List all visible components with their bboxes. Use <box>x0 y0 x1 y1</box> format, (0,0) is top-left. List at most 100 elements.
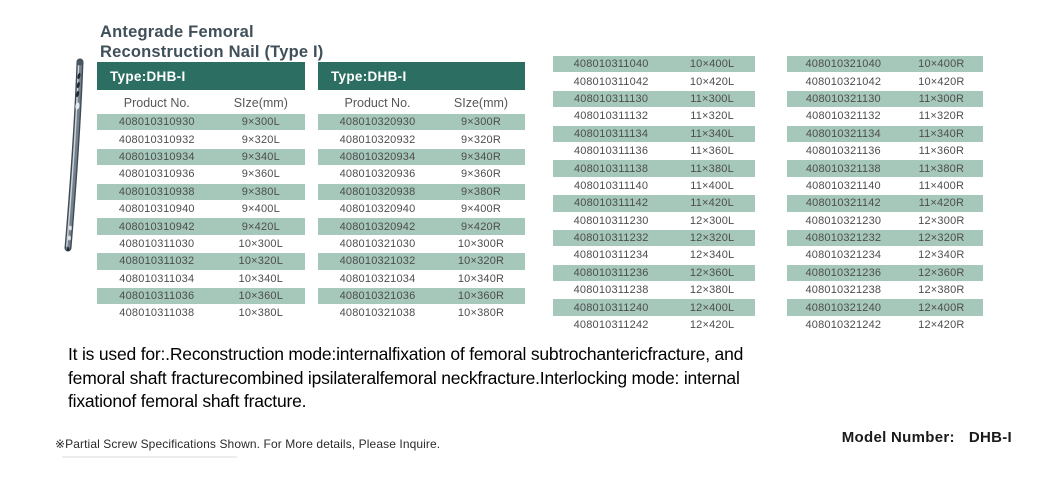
table-row: 408010321142 11×420R <box>787 195 983 213</box>
size-cell: 10×380L <box>238 307 284 320</box>
spec-table-mid-left: Type:DHB-I Product No. SIze(mm) 40801032… <box>318 62 525 324</box>
table-row: 408010311032 10×320L <box>97 253 305 271</box>
table-row: 408010321030 10×300R <box>318 236 525 254</box>
size-cell: 10×300R <box>457 237 505 250</box>
size-cell: 9×300R <box>460 116 502 129</box>
table-row: 408010311142 11×420L <box>553 195 755 213</box>
size-cell: 9×300L <box>241 116 280 129</box>
product-no-cell: 408010321242 <box>805 319 882 332</box>
table-row: 408010310934 9×340L <box>97 148 305 167</box>
size-cell: 10×320L <box>238 255 284 268</box>
table-row: 408010320930 9×300R <box>318 114 525 132</box>
table-row: 408010320938 9×380R <box>318 183 525 201</box>
product-no-cell: 408010311232 <box>573 232 649 245</box>
table-row: 408010310936 9×360L <box>97 166 305 184</box>
table-row: 408010311042 10×420L <box>553 73 755 91</box>
product-no-cell: 408010311030 <box>119 237 195 250</box>
table-row: 408010321242 12×420R <box>787 317 983 335</box>
usage-description-line2: femoral shaft fracturecombined ipsilater… <box>68 367 740 388</box>
size-cell: 12×420R <box>918 319 965 332</box>
product-no-cell: 408010321232 <box>805 232 882 245</box>
product-no-cell: 408010311042 <box>573 75 649 88</box>
product-no-cell: 408010311130 <box>573 92 649 105</box>
table-row: 408010310942 9×420L <box>97 218 305 236</box>
product-no-cell: 408010311038 <box>119 307 195 320</box>
product-no-cell: 408010310934 <box>118 150 195 163</box>
table-row: 408010321036 10×360R <box>318 287 525 306</box>
model-number-value: DHB-I <box>968 429 1012 446</box>
spec-table-right: 408010321040 10×400R 408010321042 10×420R 40… <box>787 56 983 336</box>
table-row: 408010311036 10×360L <box>97 287 305 306</box>
column-header-product-no: Product No. <box>344 95 411 110</box>
size-cell: 11×420L <box>690 197 734 210</box>
size-cell: 9×320L <box>241 133 280 146</box>
size-cell: 12×340R <box>918 249 965 262</box>
product-no-cell: 408010311242 <box>573 319 649 332</box>
table-row: 408010311240 12×400L <box>553 299 755 317</box>
size-cell: 9×340L <box>241 150 280 163</box>
size-cell: 9×360L <box>241 168 280 181</box>
table-row: 408010311034 10×340L <box>97 271 305 288</box>
table-type-label: Type:DHB-I <box>110 68 186 84</box>
size-cell: 12×400R <box>918 301 965 314</box>
product-no-cell: 408010320938 <box>339 185 416 198</box>
spec-table-mid-right: 408010311040 10×400L 408010311042 10×420L 40… <box>553 56 755 336</box>
usage-description: It is used for:.Reconstruction mode:inte… <box>68 343 858 414</box>
size-cell: 11×400R <box>918 179 965 192</box>
size-cell: 10×420R <box>918 75 965 88</box>
size-cell: 11×320R <box>918 110 965 123</box>
table-row: 408010321042 10×420R <box>787 73 983 91</box>
size-cell: 12×380R <box>918 284 965 297</box>
product-no-cell: 408010320936 <box>339 168 416 181</box>
product-no-cell: 408010311134 <box>573 127 649 140</box>
product-no-cell: 408010321032 <box>339 255 416 268</box>
product-no-cell: 408010321132 <box>805 110 881 123</box>
table-column-headers: Product No. SIze(mm) <box>97 92 305 113</box>
product-no-cell: 408010321240 <box>805 301 882 314</box>
table-row: 408010311134 11×340L <box>553 125 755 143</box>
table-row: 408010311242 12×420L <box>553 317 755 335</box>
product-no-cell: 408010311138 <box>573 162 649 175</box>
usage-description-line1: It is used for:.Reconstruction mode:inte… <box>68 344 744 364</box>
size-cell: 12×360L <box>689 266 735 279</box>
column-header-product-no: Product No. <box>123 95 190 110</box>
table-row: 408010321138 11×380R <box>787 160 983 178</box>
size-cell: 10×420L <box>689 75 735 88</box>
table-row: 408010321240 12×400R <box>787 299 983 317</box>
table-row: 408010320934 9×340R <box>318 148 525 167</box>
table-rows: 408010311040 10×400L 408010311042 10×420L 40… <box>553 56 755 335</box>
product-no-cell: 408010321138 <box>805 162 881 175</box>
table-row: 408010311138 11×380L <box>553 160 755 178</box>
product-no-cell: 408010321038 <box>339 307 416 320</box>
column-header-size: SIze(mm) <box>453 95 509 110</box>
product-no-cell: 408010311132 <box>573 110 649 123</box>
size-cell: 10×400L <box>689 58 735 71</box>
table-row: 408010320942 9×420R <box>318 218 525 236</box>
product-no-cell: 408010311230 <box>573 214 649 227</box>
table-row: 408010321136 11×360R <box>787 143 983 161</box>
table-row: 408010321134 11×340R <box>787 125 983 143</box>
product-no-cell: 408010311032 <box>119 255 195 268</box>
table-row: 408010311230 12×300L <box>553 213 755 230</box>
product-no-cell: 408010310932 <box>118 133 195 146</box>
product-no-cell: 408010311040 <box>573 58 649 71</box>
table-row: 408010320932 9×320R <box>318 131 525 149</box>
product-no-cell: 408010320940 <box>339 203 416 216</box>
table-row: 408010321236 12×360R <box>787 264 983 283</box>
size-cell: 10×360R <box>457 290 505 303</box>
size-cell: 10×360L <box>238 290 284 303</box>
table-row: 408010321034 10×340R <box>318 271 525 288</box>
product-no-cell: 408010321142 <box>805 197 881 210</box>
product-no-cell: 408010311142 <box>573 197 649 210</box>
product-no-cell: 408010310940 <box>118 203 195 216</box>
page-title-line2: Reconstruction Nail (Type I) <box>100 43 324 61</box>
product-no-cell: 408010311036 <box>119 290 195 303</box>
size-cell: 9×420R <box>460 220 502 233</box>
product-no-cell: 408010320942 <box>339 220 416 233</box>
size-cell: 12×320L <box>689 232 735 245</box>
page-title-line1: Antegrade Femoral <box>100 23 254 41</box>
product-no-cell: 408010321036 <box>339 290 416 303</box>
size-cell: 9×400L <box>241 203 280 216</box>
table-row: 408010310938 9×380L <box>97 183 305 201</box>
